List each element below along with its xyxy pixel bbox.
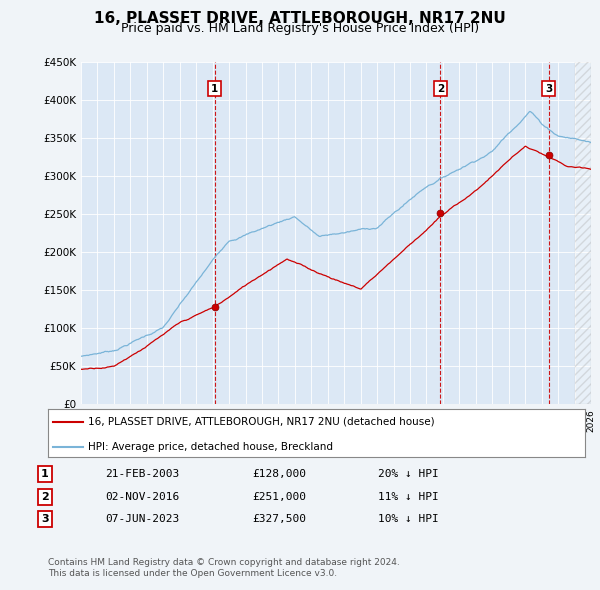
Text: This data is licensed under the Open Government Licence v3.0.: This data is licensed under the Open Gov… [48,569,337,578]
Text: 1: 1 [41,470,49,479]
Text: £327,500: £327,500 [252,514,306,524]
Text: 10% ↓ HPI: 10% ↓ HPI [378,514,439,524]
Text: 02-NOV-2016: 02-NOV-2016 [105,492,179,502]
Text: 21-FEB-2003: 21-FEB-2003 [105,470,179,479]
Text: 16, PLASSET DRIVE, ATTLEBOROUGH, NR17 2NU: 16, PLASSET DRIVE, ATTLEBOROUGH, NR17 2N… [94,11,506,25]
Text: £128,000: £128,000 [252,470,306,479]
Text: £251,000: £251,000 [252,492,306,502]
Text: 3: 3 [545,84,553,94]
Text: 2: 2 [437,84,444,94]
Text: 3: 3 [41,514,49,524]
Text: 11% ↓ HPI: 11% ↓ HPI [378,492,439,502]
Text: 07-JUN-2023: 07-JUN-2023 [105,514,179,524]
Text: Contains HM Land Registry data © Crown copyright and database right 2024.: Contains HM Land Registry data © Crown c… [48,558,400,567]
Text: Price paid vs. HM Land Registry's House Price Index (HPI): Price paid vs. HM Land Registry's House … [121,22,479,35]
Text: 1: 1 [211,84,218,94]
Text: HPI: Average price, detached house, Breckland: HPI: Average price, detached house, Brec… [88,441,333,451]
Text: 16, PLASSET DRIVE, ATTLEBOROUGH, NR17 2NU (detached house): 16, PLASSET DRIVE, ATTLEBOROUGH, NR17 2N… [88,417,435,427]
Text: 20% ↓ HPI: 20% ↓ HPI [378,470,439,479]
Text: 2: 2 [41,492,49,502]
